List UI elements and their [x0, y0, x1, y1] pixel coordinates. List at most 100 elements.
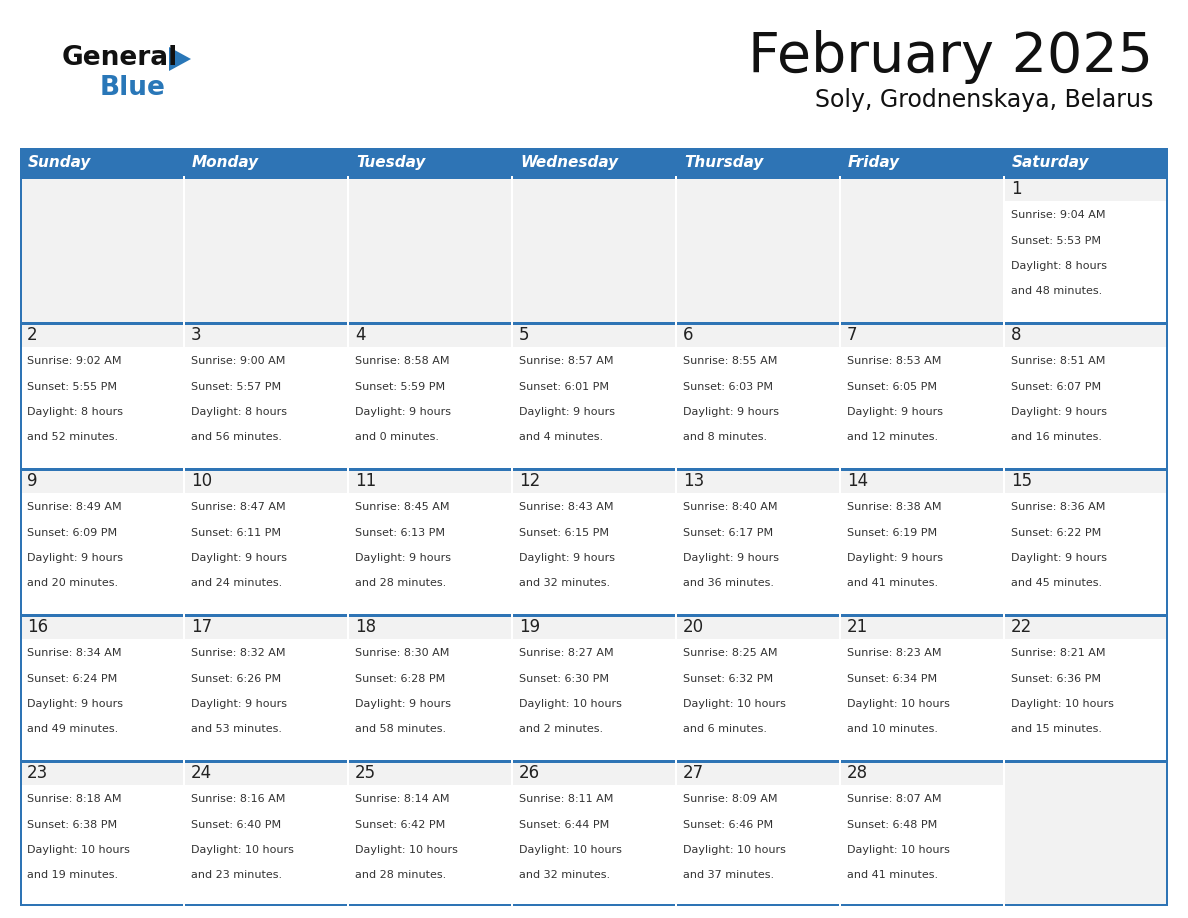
Text: 7: 7 [847, 327, 858, 344]
Bar [347, 176, 349, 322]
Text: Sunset: 6:48 PM: Sunset: 6:48 PM [847, 820, 937, 830]
Text: Wednesday: Wednesday [520, 154, 618, 170]
Text: Daylight: 9 hours: Daylight: 9 hours [519, 407, 615, 417]
Bar [511, 322, 513, 468]
Text: 19: 19 [519, 619, 541, 636]
Text: Sunrise: 8:23 AM: Sunrise: 8:23 AM [847, 648, 942, 658]
Bar [183, 176, 185, 322]
Text: and 2 minutes.: and 2 minutes. [519, 724, 604, 734]
Text: and 36 minutes.: and 36 minutes. [683, 578, 775, 588]
Text: Daylight: 9 hours: Daylight: 9 hours [27, 699, 124, 709]
Bar [348, 346, 512, 468]
Text: Daylight: 9 hours: Daylight: 9 hours [355, 699, 451, 709]
Text: Sunrise: 8:16 AM: Sunrise: 8:16 AM [191, 794, 285, 804]
Bar [348, 617, 512, 639]
Bar [20, 324, 184, 346]
Text: Daylight: 9 hours: Daylight: 9 hours [847, 553, 943, 563]
Text: Sunset: 6:22 PM: Sunset: 6:22 PM [1011, 528, 1101, 538]
Bar [512, 639, 676, 760]
Text: Sunrise: 8:30 AM: Sunrise: 8:30 AM [355, 648, 449, 658]
Text: and 23 minutes.: and 23 minutes. [191, 870, 282, 880]
Text: Daylight: 9 hours: Daylight: 9 hours [847, 407, 943, 417]
Text: Daylight: 9 hours: Daylight: 9 hours [683, 553, 779, 563]
Bar [20, 178, 184, 322]
Bar [20, 148, 1168, 176]
Bar [1004, 324, 1168, 346]
Text: Daylight: 10 hours: Daylight: 10 hours [683, 699, 786, 709]
Text: Sunset: 6:07 PM: Sunset: 6:07 PM [1011, 382, 1101, 392]
Bar [512, 763, 676, 785]
Bar [348, 785, 512, 906]
Bar [20, 639, 184, 760]
Text: General: General [62, 45, 178, 71]
Text: Sunrise: 8:25 AM: Sunrise: 8:25 AM [683, 648, 777, 658]
Text: Sunset: 6:34 PM: Sunset: 6:34 PM [847, 674, 937, 684]
Text: 4: 4 [355, 327, 366, 344]
Polygon shape [169, 47, 191, 71]
Text: 18: 18 [355, 619, 377, 636]
Text: and 6 minutes.: and 6 minutes. [683, 724, 767, 734]
Text: Sunrise: 8:34 AM: Sunrise: 8:34 AM [27, 648, 121, 658]
Text: Daylight: 10 hours: Daylight: 10 hours [355, 845, 457, 855]
Text: Sunset: 6:15 PM: Sunset: 6:15 PM [519, 528, 609, 538]
Text: Sunset: 6:09 PM: Sunset: 6:09 PM [27, 528, 118, 538]
Text: and 19 minutes.: and 19 minutes. [27, 870, 118, 880]
Bar [840, 471, 1004, 492]
Text: and 8 minutes.: and 8 minutes. [683, 432, 767, 442]
Text: Sunset: 6:44 PM: Sunset: 6:44 PM [519, 820, 609, 830]
Text: and 32 minutes.: and 32 minutes. [519, 578, 611, 588]
Text: and 32 minutes.: and 32 minutes. [519, 870, 611, 880]
Text: Sunrise: 8:32 AM: Sunrise: 8:32 AM [191, 648, 285, 658]
Text: Sunrise: 8:57 AM: Sunrise: 8:57 AM [519, 356, 613, 366]
Text: Daylight: 9 hours: Daylight: 9 hours [683, 407, 779, 417]
Text: 28: 28 [847, 765, 868, 782]
Text: 12: 12 [519, 473, 541, 490]
Bar [183, 322, 185, 468]
Bar [840, 178, 1004, 322]
Bar [348, 492, 512, 614]
Text: Sunrise: 8:43 AM: Sunrise: 8:43 AM [519, 502, 613, 512]
Bar [839, 760, 841, 906]
Text: Daylight: 9 hours: Daylight: 9 hours [27, 553, 124, 563]
Text: 2: 2 [27, 327, 38, 344]
Text: 5: 5 [519, 327, 530, 344]
Text: Sunset: 6:01 PM: Sunset: 6:01 PM [519, 382, 609, 392]
Text: and 20 minutes.: and 20 minutes. [27, 578, 118, 588]
Text: and 16 minutes.: and 16 minutes. [1011, 432, 1102, 442]
Bar [184, 639, 348, 760]
Text: Daylight: 9 hours: Daylight: 9 hours [1011, 553, 1107, 563]
Text: Daylight: 10 hours: Daylight: 10 hours [847, 845, 950, 855]
Bar [184, 492, 348, 614]
Bar [183, 468, 185, 614]
Text: Sunset: 6:03 PM: Sunset: 6:03 PM [683, 382, 773, 392]
Text: 8: 8 [1011, 327, 1022, 344]
Text: Sunset: 6:05 PM: Sunset: 6:05 PM [847, 382, 937, 392]
Text: Sunset: 6:28 PM: Sunset: 6:28 PM [355, 674, 446, 684]
Text: Sunset: 6:17 PM: Sunset: 6:17 PM [683, 528, 773, 538]
Text: Sunrise: 8:45 AM: Sunrise: 8:45 AM [355, 502, 449, 512]
Text: February 2025: February 2025 [748, 30, 1154, 84]
Text: Daylight: 10 hours: Daylight: 10 hours [519, 699, 621, 709]
Text: 15: 15 [1011, 473, 1032, 490]
Text: Sunrise: 8:18 AM: Sunrise: 8:18 AM [27, 794, 121, 804]
Text: 24: 24 [191, 765, 213, 782]
Text: Soly, Grodnenskaya, Belarus: Soly, Grodnenskaya, Belarus [815, 88, 1154, 112]
Bar [512, 471, 676, 492]
Bar [675, 760, 677, 906]
Bar [1004, 639, 1168, 760]
Bar [1004, 471, 1168, 492]
Text: 14: 14 [847, 473, 868, 490]
Bar [840, 617, 1004, 639]
Bar [1004, 178, 1168, 200]
Bar [184, 346, 348, 468]
Text: and 41 minutes.: and 41 minutes. [847, 870, 939, 880]
Text: and 45 minutes.: and 45 minutes. [1011, 578, 1102, 588]
Text: Tuesday: Tuesday [356, 154, 425, 170]
Text: and 24 minutes.: and 24 minutes. [191, 578, 283, 588]
Bar [20, 176, 1168, 178]
Text: 6: 6 [683, 327, 694, 344]
Bar [184, 763, 348, 785]
Bar [1003, 176, 1005, 322]
Bar [512, 346, 676, 468]
Bar [1004, 492, 1168, 614]
